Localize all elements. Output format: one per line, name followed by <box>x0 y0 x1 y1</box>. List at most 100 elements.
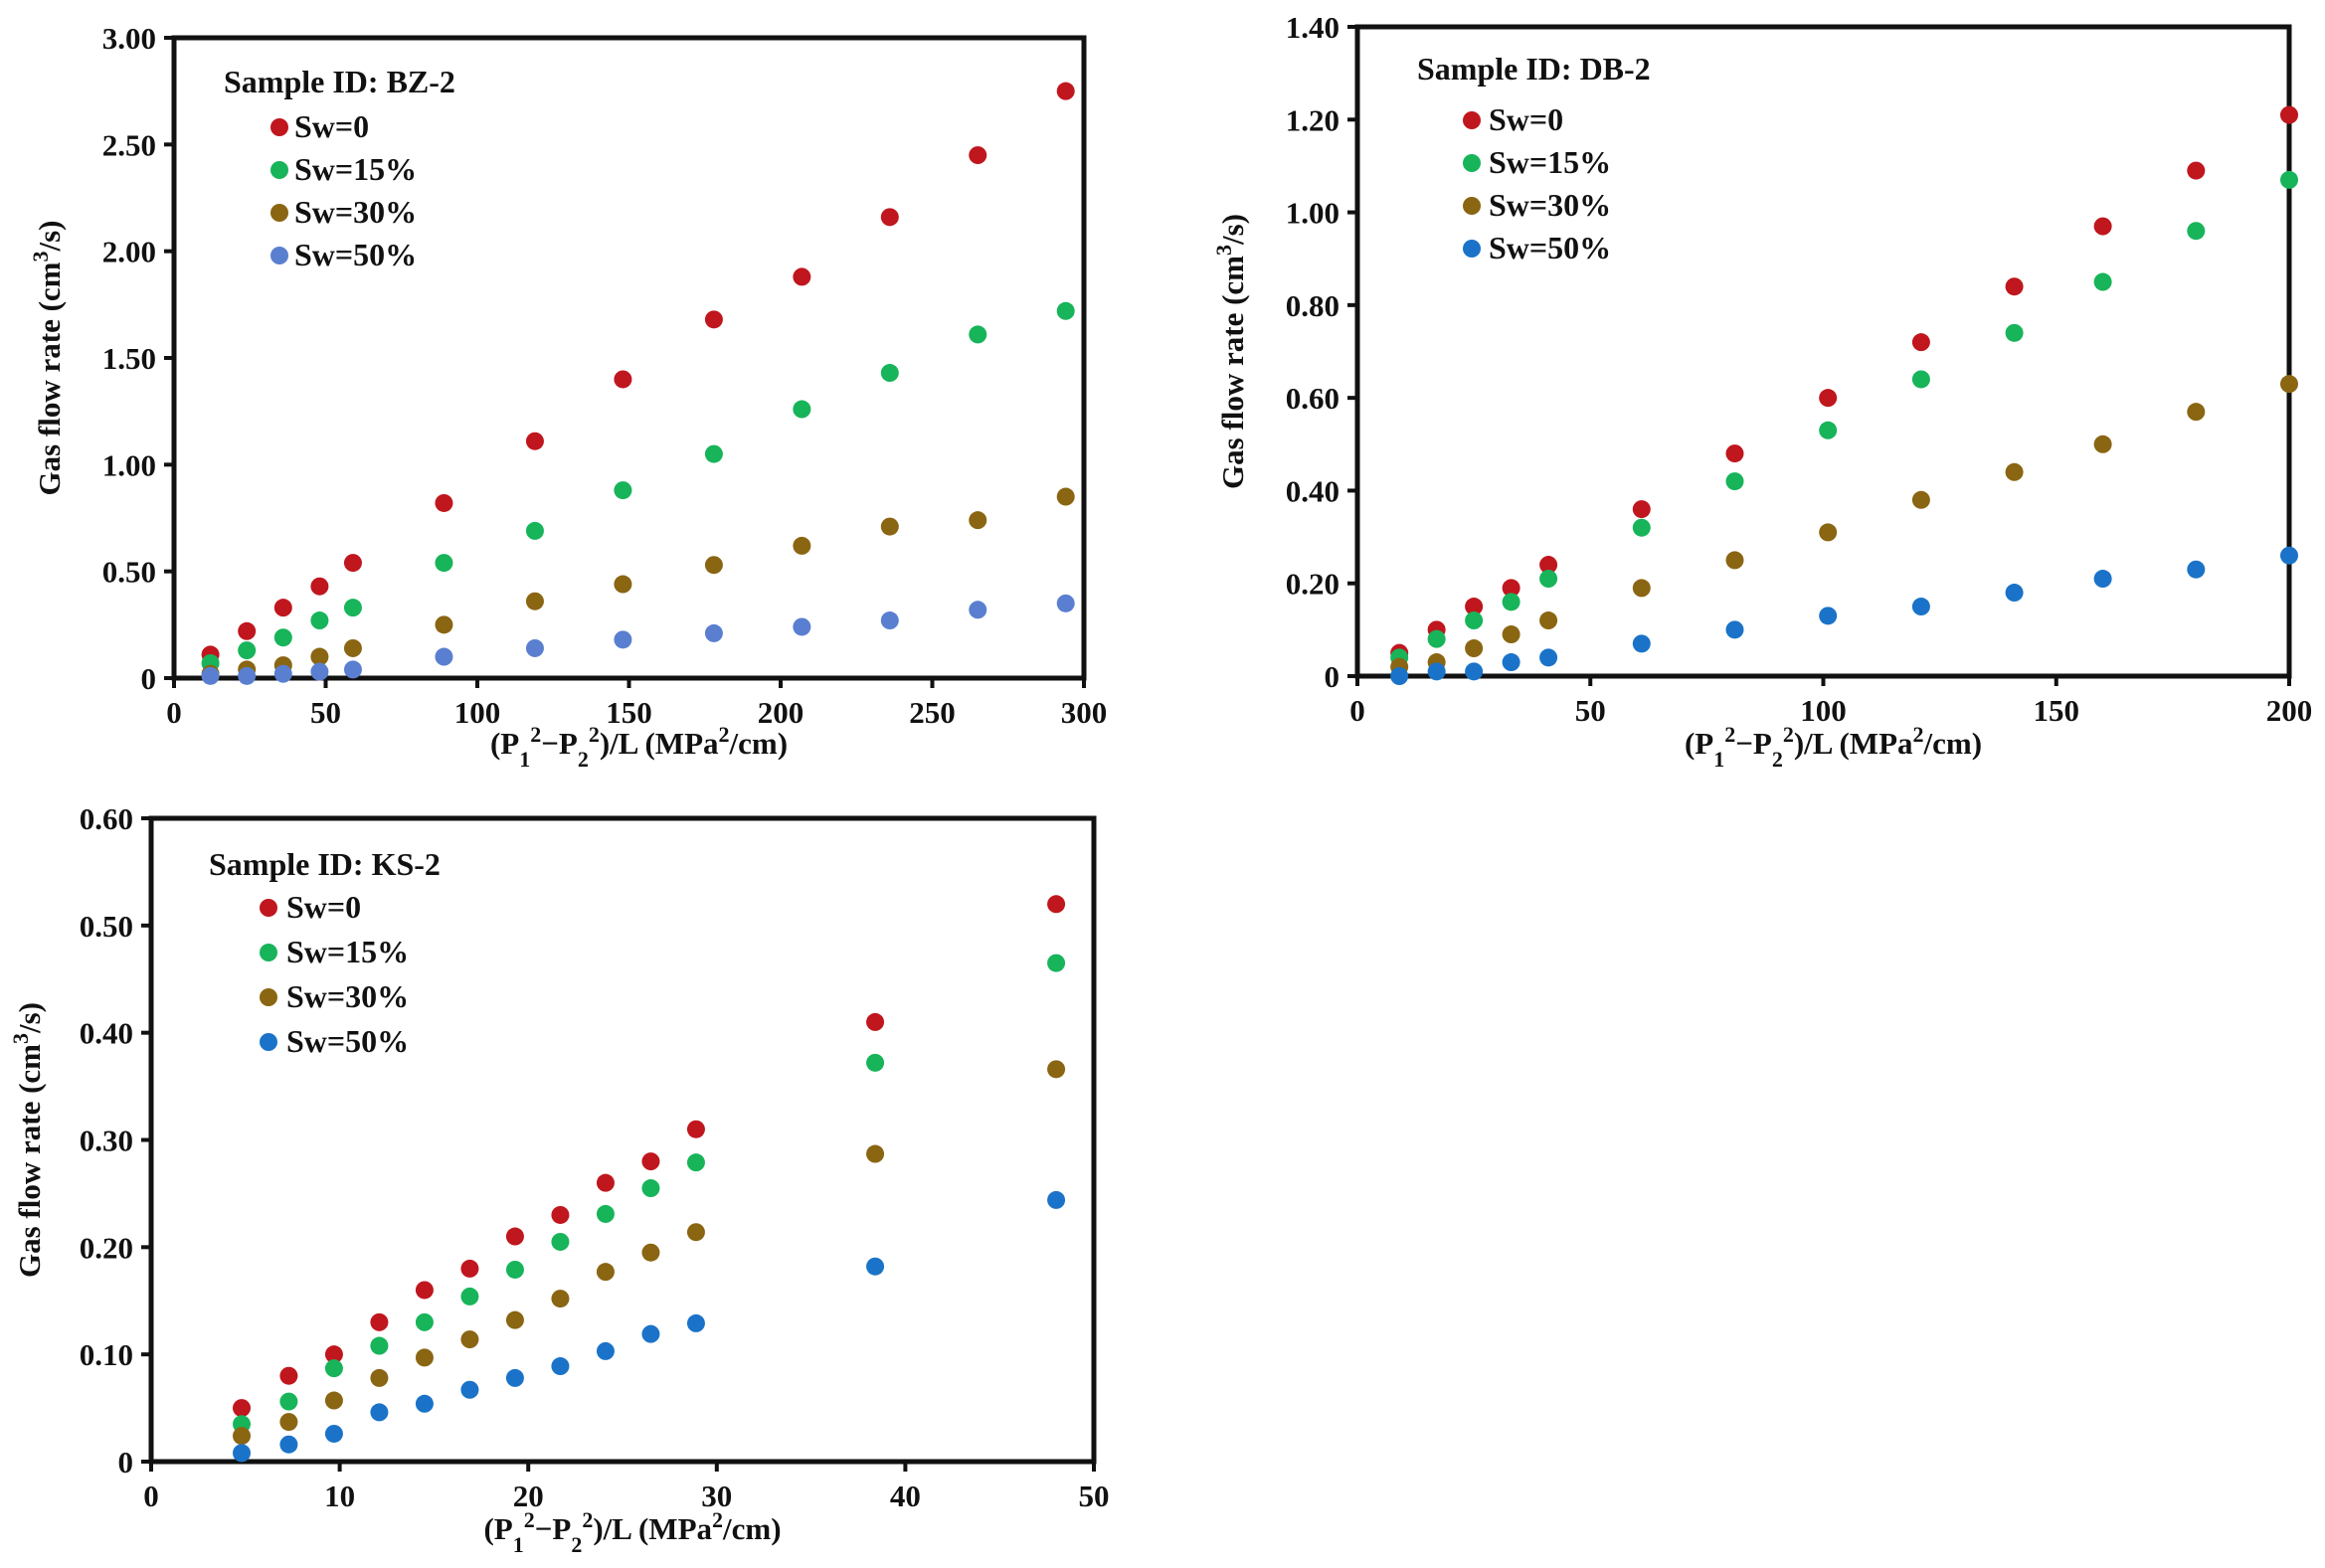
x-axis-title: (P12−P22)/L (MPa2/cm) <box>483 1507 781 1557</box>
data-point <box>1047 895 1066 914</box>
data-point <box>324 1424 343 1443</box>
series-Sw=15% <box>201 301 1075 672</box>
legend-label: Sw=15% <box>286 934 409 969</box>
data-point <box>525 521 544 540</box>
chart-2: 0 0.20 0.40 0.60 0.80 1.00 1.20 1.40 0 50 100 150 20… <box>1211 10 2313 772</box>
data-point <box>324 1359 343 1378</box>
series-Sw=30% <box>201 487 1075 683</box>
x-tick-label: 250 <box>909 695 956 730</box>
legend-marker <box>260 899 277 917</box>
data-point <box>435 647 453 666</box>
data-point <box>551 1290 570 1308</box>
data-point <box>238 621 257 640</box>
x-tick-label: 300 <box>1061 695 1108 730</box>
y-tick-label: 0.60 <box>80 801 133 836</box>
data-point <box>866 1053 885 1072</box>
x-axis-title: (P12−P22)/L (MPa2/cm) <box>1685 722 1982 772</box>
data-point <box>596 1204 615 1223</box>
legend-marker <box>1463 154 1481 172</box>
data-point <box>1725 472 1744 491</box>
data-point <box>1056 594 1075 612</box>
legend-marker <box>270 118 288 136</box>
data-point <box>1819 421 1838 439</box>
legend-marker <box>1463 240 1481 258</box>
legend-label: Sw=15% <box>1489 144 1611 180</box>
data-point <box>310 662 329 681</box>
series-Sw=50% <box>233 1190 1066 1463</box>
data-point <box>201 666 220 685</box>
data-point <box>2005 584 2024 603</box>
data-point <box>1539 556 1558 575</box>
legend-marker <box>270 161 288 179</box>
data-point <box>1047 1190 1066 1209</box>
data-point <box>1911 370 1930 389</box>
series-Sw=30% <box>233 1060 1066 1446</box>
data-point <box>233 1427 252 1446</box>
data-point <box>343 554 362 573</box>
x-tick-label: 200 <box>2266 693 2313 728</box>
data-point <box>2280 170 2298 189</box>
data-point <box>2093 570 2112 589</box>
data-point <box>704 556 723 575</box>
data-point <box>343 599 362 617</box>
data-point <box>596 1263 615 1282</box>
x-tick-label: 10 <box>324 1479 355 1513</box>
data-point <box>2093 435 2112 453</box>
data-point <box>596 1173 615 1192</box>
y-tick-label: 1.00 <box>102 447 156 482</box>
data-point <box>273 599 292 617</box>
data-point <box>969 601 987 619</box>
data-point <box>370 1368 389 1387</box>
legend-marker <box>270 247 288 264</box>
y-tick-label: 0.80 <box>1286 288 1340 323</box>
data-point <box>233 1399 252 1418</box>
y-tick-label: 0.60 <box>1286 381 1340 416</box>
data-point <box>1725 444 1744 463</box>
data-point <box>370 1403 389 1422</box>
x-tick-label: 50 <box>1079 1479 1110 1513</box>
data-point <box>460 1287 479 1306</box>
x-tick-label: 150 <box>606 695 652 730</box>
legend-label: Sw=30% <box>1489 187 1611 223</box>
data-point <box>2280 546 2298 565</box>
data-point <box>1465 639 1484 658</box>
legend-label: Sw=0 <box>294 108 369 144</box>
data-point <box>1539 648 1558 667</box>
data-point <box>1632 518 1651 537</box>
data-point <box>415 1348 434 1367</box>
data-point <box>686 1120 705 1138</box>
data-point <box>1047 1060 1066 1079</box>
legend-title: Sample ID: KS-2 <box>209 846 441 882</box>
data-point <box>880 208 899 227</box>
x-tick-label: 40 <box>890 1479 921 1513</box>
data-point <box>686 1223 705 1242</box>
data-point <box>324 1345 343 1364</box>
data-point <box>1725 551 1744 570</box>
x-tick-label: 20 <box>513 1479 544 1513</box>
data-point <box>1047 954 1066 972</box>
data-point <box>2187 403 2206 422</box>
legend-label: Sw=50% <box>286 1023 409 1059</box>
y-tick-label: 1.40 <box>1286 10 1340 45</box>
x-tick-label: 150 <box>2034 693 2080 728</box>
data-point <box>1427 662 1446 681</box>
legend-title: Sample ID: BZ-2 <box>224 64 455 99</box>
y-tick-label: 0.40 <box>1286 473 1340 508</box>
legend-label: Sw=50% <box>1489 230 1611 265</box>
data-point <box>641 1324 660 1343</box>
data-point <box>1632 634 1651 653</box>
data-point <box>1911 598 1930 616</box>
data-point <box>793 617 811 636</box>
data-point <box>415 1312 434 1331</box>
data-point <box>641 1179 660 1198</box>
data-point <box>614 481 632 500</box>
data-point <box>1056 301 1075 320</box>
y-tick-label: 0 <box>1325 659 1341 694</box>
y-axis-title: Gas flow rate (cm3/s) <box>8 1002 48 1278</box>
data-point <box>525 432 544 450</box>
x-tick-label: 100 <box>1800 693 1847 728</box>
legend-marker <box>260 988 277 1006</box>
legend-marker <box>270 204 288 222</box>
data-point <box>505 1310 524 1329</box>
series-Sw=50% <box>201 594 1075 685</box>
